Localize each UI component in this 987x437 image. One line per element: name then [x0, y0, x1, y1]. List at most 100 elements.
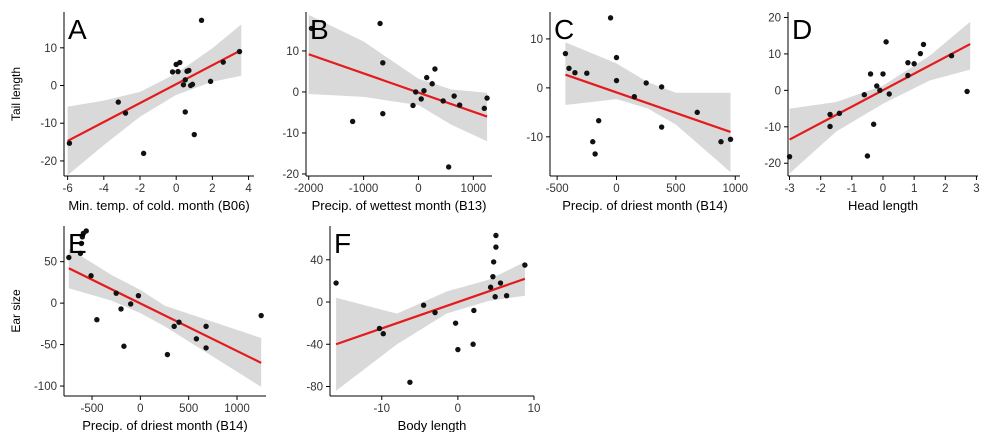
data-point	[456, 102, 463, 108]
data-point	[410, 102, 416, 109]
data-point	[522, 262, 528, 268]
data-point	[948, 53, 955, 59]
data-point	[613, 77, 620, 84]
regression-line	[335, 277, 526, 346]
x-tick-label: 1000	[461, 183, 487, 195]
y-tick-label: 0	[51, 81, 57, 93]
x-tick-label: -3	[784, 183, 794, 195]
data-point	[874, 83, 880, 89]
x-tick-label: -6	[63, 183, 73, 195]
data-point	[413, 89, 419, 95]
panel-letter: A	[68, 14, 87, 45]
x-tick-label: -2000	[294, 183, 323, 195]
x-tick-label: 2	[942, 183, 948, 195]
data-point	[503, 292, 510, 299]
data-point	[78, 240, 85, 247]
data-point	[171, 323, 177, 330]
data-point	[911, 61, 917, 67]
panel-letter: D	[792, 14, 812, 45]
panel-f: Body length -10 0 10 -80 -40 0 40 F	[306, 226, 540, 433]
x-tick-label: -1	[847, 183, 857, 195]
data-point	[493, 244, 499, 250]
data-point	[440, 98, 446, 104]
x-axis-title: Precip. of driest month (B14)	[562, 198, 727, 213]
y-tick-label: -100	[34, 381, 57, 393]
confidence-band	[67, 24, 242, 176]
data-point	[566, 65, 572, 71]
data-point	[193, 336, 200, 342]
data-point	[917, 50, 924, 57]
data-point	[920, 41, 927, 48]
data-point	[867, 71, 874, 77]
data-point	[861, 92, 868, 98]
data-point	[198, 17, 205, 23]
confidence-band	[308, 14, 488, 142]
data-point	[451, 93, 457, 99]
data-point	[870, 121, 877, 127]
data-point	[905, 59, 911, 66]
y-tick-label: -10	[282, 128, 299, 140]
y-tick-label: -20	[282, 169, 299, 181]
data-point	[864, 153, 871, 159]
data-point	[418, 96, 424, 102]
x-tick-label: -500	[81, 403, 104, 415]
data-point	[470, 341, 476, 347]
data-point	[490, 273, 496, 280]
data-point	[258, 312, 264, 319]
confidence-band	[336, 261, 525, 391]
data-point	[236, 48, 243, 55]
data-point	[592, 151, 598, 157]
y-axis-title: Tail length	[9, 67, 23, 121]
data-point	[349, 118, 356, 125]
data-point	[827, 111, 833, 118]
x-tick-label: 500	[179, 403, 198, 415]
panel-letter: B	[310, 14, 329, 45]
data-point	[203, 345, 209, 351]
data-point	[590, 139, 596, 145]
data-point	[135, 292, 142, 299]
panel-letter: F	[334, 228, 351, 259]
y-tick-label: 0	[293, 87, 299, 99]
data-point	[964, 88, 970, 95]
confidence-band	[789, 21, 971, 174]
x-tick-label: -1000	[349, 183, 378, 195]
data-point	[203, 323, 209, 330]
y-tick-label: 20	[768, 12, 781, 24]
data-point	[122, 110, 129, 116]
data-point	[493, 232, 499, 239]
data-point	[607, 15, 614, 21]
data-point	[827, 123, 833, 130]
data-point	[94, 317, 100, 323]
panel-e: Precip. of driest month (B14) Ear size -…	[9, 226, 266, 433]
y-tick-label: -50	[40, 340, 57, 352]
x-axis-title: Precip. of driest month (B14)	[82, 418, 247, 432]
y-axis-title: Ear size	[9, 289, 23, 333]
data-point	[484, 95, 490, 101]
panel-letter: C	[554, 14, 574, 45]
x-axis-title: Min. temp. of cold. month (B06)	[68, 198, 249, 213]
panel-c: Precip. of driest month (B14) -500 0 500 10…	[526, 12, 748, 213]
panel-letter: E	[68, 228, 87, 259]
data-point	[127, 301, 134, 307]
data-point	[572, 70, 578, 76]
y-tick-label: -20	[764, 158, 781, 170]
data-point	[886, 91, 892, 97]
data-point	[380, 60, 386, 66]
data-point	[836, 110, 843, 117]
x-tick-label: 0	[613, 183, 619, 195]
data-point	[421, 88, 427, 94]
data-point	[177, 59, 183, 66]
regression-line	[67, 49, 242, 142]
data-point	[207, 78, 214, 85]
y-tick-label: 10	[44, 43, 57, 55]
data-point	[113, 290, 119, 296]
x-tick-label: 1	[911, 183, 917, 195]
data-point	[140, 150, 147, 157]
x-tick-label: -2	[816, 183, 826, 195]
x-tick-label: 0	[880, 183, 886, 195]
data-point	[66, 254, 72, 261]
data-point	[407, 379, 413, 385]
data-point	[308, 25, 315, 32]
x-tick-label: 0	[455, 403, 461, 415]
